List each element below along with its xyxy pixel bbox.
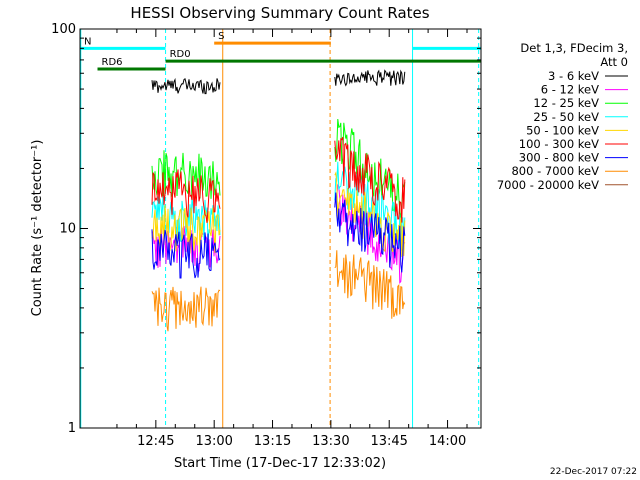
status-label-3: RD6 [102,57,123,68]
series-line-5-1 [334,136,406,223]
x-axis-title: Start Time (17-Dec-17 12:33:02) [174,456,386,471]
legend-header-1: Att 0 [600,55,628,69]
status-label-1: S [218,31,224,42]
legend-label-1: 6 - 12 keV [541,83,599,97]
series-line-3-0 [151,196,221,244]
legend-label-4: 50 - 100 keV [526,123,599,137]
x-tick-label-0: 12:45 [137,434,174,449]
status-label-0: N [84,36,91,47]
series-line-7-1 [334,250,406,319]
status-label-2: RD0 [170,49,191,60]
series-line-4-1 [334,171,406,257]
legend-label-8: 7000 - 20000 keV [497,178,599,192]
plot-area: N S RD0 RD6 [80,29,481,428]
series-line-5-0 [151,169,221,223]
legend-label-7: 800 - 7000 keV [511,164,599,178]
x-tick-label-2: 13:15 [254,434,291,449]
series-line-0-0 [151,77,221,95]
legend-label-5: 100 - 300 keV [519,137,599,151]
footer-timestamp: 22-Dec-2017 07:22 [550,467,637,477]
series-line-7-0 [151,286,221,332]
series-line-4-0 [151,205,221,254]
legend-label-6: 300 - 800 keV [519,151,599,165]
chart-title: HESSI Observing Summary Count Rates [130,4,429,22]
plot-frame [79,28,482,429]
series-line-6-1 [334,192,406,273]
legend-label-0: 3 - 6 keV [548,69,599,83]
series-line-6-0 [151,229,221,279]
y-tick-label-1: 10 [59,222,76,237]
y-axis-title: Count Rate (s⁻¹ detector⁻¹) [30,140,45,317]
legend-header-0: Det 1,3, FDecim 3, [520,41,628,55]
x-tick-label-1: 13:00 [195,434,232,449]
x-tick-label-5: 14:00 [429,434,466,449]
x-tick-label-3: 13:30 [312,434,349,449]
series-line-0-1 [334,69,406,87]
x-tick-label-4: 13:45 [370,434,407,449]
legend-label-3: 25 - 50 keV [533,110,599,124]
y-tick-label-0: 1 [68,421,76,436]
y-tick-label-2: 100 [51,22,76,37]
legend-label-2: 12 - 25 keV [533,96,599,110]
axes: 1 10 100 12:45 13:00 13:15 13:30 13:45 14:00 [51,22,481,449]
series-line-3-1 [334,161,406,251]
